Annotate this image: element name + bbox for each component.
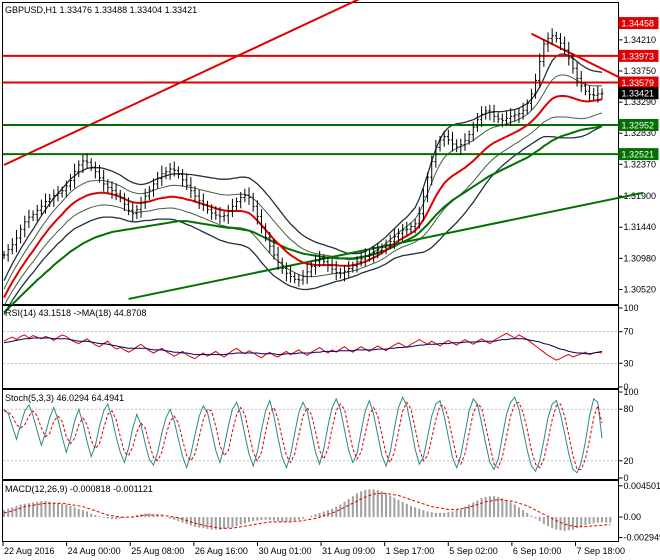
level-tag: 1.32521 [618,148,659,161]
main-plot-area: 1.34458 1.33973 1.33579 1.32952 1.32521 1.334… [2,0,659,315]
stoch-main-line [3,395,603,474]
level-tag-bg [618,76,659,89]
price-axis-tick-label: 1.32830 [624,128,657,138]
time-axis-label: 31 Aug 09:00 [322,546,375,556]
ma-green-line [3,125,603,314]
stoch-plot-area [3,395,619,474]
level-tag-bg [618,49,659,62]
rsi-axis-tick-label: 70 [624,327,634,337]
time-axis-label: 25 Aug 08:00 [131,546,184,556]
level-tag: 1.33579 [618,76,659,89]
bollinger-upper-band [3,53,603,281]
rsi-pane-frame [2,305,619,389]
rsi-plot-area [3,331,619,364]
level-tag-label: 1.33973 [622,51,655,61]
stoch-axis-tick-label: 100 [624,387,639,397]
price-axis-tick-label: 1.33750 [624,66,657,76]
trendline-red [3,0,360,166]
time-axis-label: 6 Sep 10:00 [513,546,562,556]
time-axis-label: 7 Sep 18:00 [577,546,626,556]
level-tag-bg [618,17,659,30]
stoch-pane-frame [2,389,619,480]
ma-red-line [3,95,603,299]
time-axis-label: 26 Aug 16:00 [195,546,248,556]
price-axis-tick-label: 1.30980 [624,253,657,263]
bollinger-lower-band [3,125,603,315]
time-axis-label: 24 Aug 00:00 [68,546,121,556]
level-tag: 1.33973 [618,49,659,62]
time-axis-label: 30 Aug 01:00 [258,546,311,556]
price-axis-tick-label: 1.33290 [624,97,657,107]
time-axis-label: 5 Sep 02:00 [449,546,498,556]
time-axis-label: 1 Sep 17:00 [386,546,435,556]
level-tag-label: 1.34458 [622,19,655,29]
macd-axis-tick-label: 0.004501 [624,481,660,491]
rsi-axis-tick-label: 100 [624,303,639,313]
stoch-axis-tick-label: 80 [624,404,634,414]
macd-plot-area [3,489,612,531]
main-pane: 1.34210 1.33750 1.33290 1.32830 1.32370 1.319… [2,0,659,315]
rsi-ma-line [3,337,603,356]
rsi-header: RSI(14) 43.1518 ->MA(18) 44.8708 [5,308,146,318]
level-tag: 1.32952 [618,118,659,131]
macd-axis-tick-label: 0.00 [624,512,642,522]
main-price-axis: 1.34210 1.33750 1.33290 1.32830 1.32370 1.319… [618,35,657,294]
stoch-header: Stoch(5,3,3) 46.0294 64.4941 [5,393,124,403]
rsi-axis: 100 70 30 0 [618,303,639,392]
rsi-axis-tick-label: 30 [624,358,634,368]
macd-pane: 0.004501 0.00 -0.002949 MACD(12,26,9) -0.0… [2,480,660,543]
stoch-axis-tick-label: 0 [624,473,629,483]
price-axis-tick-label: 1.31900 [624,191,657,201]
inner-upper-band [3,74,602,290]
level-tag-label: 1.32952 [622,120,655,130]
stoch-signal-line [3,401,603,470]
macd-header: MACD(12,26,9) -0.000818 -0.001121 [5,484,153,494]
macd-axis-tick-label: -0.002949 [624,533,660,543]
level-tag-label: 1.33579 [622,78,655,88]
current-price-tag-bg [618,87,659,100]
current-price-tag-label: 1.33421 [622,89,655,99]
level-tag-bg [618,118,659,131]
rsi-axis-tick-label: 0 [624,382,629,392]
price-axis-tick-label: 1.34210 [624,35,657,45]
stoch-axis-tick-label: 20 [624,456,634,466]
price-axis-tick-label: 1.31440 [624,222,657,232]
price-axis-tick-label: 1.30520 [624,284,657,294]
price-axis-tick-label: 1.32370 [624,159,657,169]
stoch-pane: 100 80 20 0 Stoch(5,3,3) 46.0294 64.4941 [2,387,639,483]
macd-pane-frame [2,480,619,542]
level-tag: 1.34458 [618,17,659,30]
main-header: GBPUSD,H1 1.33476 1.33488 1.33404 1.3342… [5,5,197,15]
rsi-pane: 100 70 30 0 RSI(14) 43.1518 ->MA(18) 44.870… [2,303,639,392]
macd-axis: 0.004501 0.00 -0.002949 [618,481,660,543]
level-tag-label: 1.32521 [622,150,655,160]
rsi-line [3,332,603,361]
time-axis-label: 22 Aug 2016 [4,546,55,556]
stoch-axis: 100 80 20 0 [618,387,639,483]
time-axis: 22 Aug 2016 24 Aug 00:00 25 Aug 08:00 26 Au… [2,542,626,556]
level-tag-bg [618,148,659,161]
